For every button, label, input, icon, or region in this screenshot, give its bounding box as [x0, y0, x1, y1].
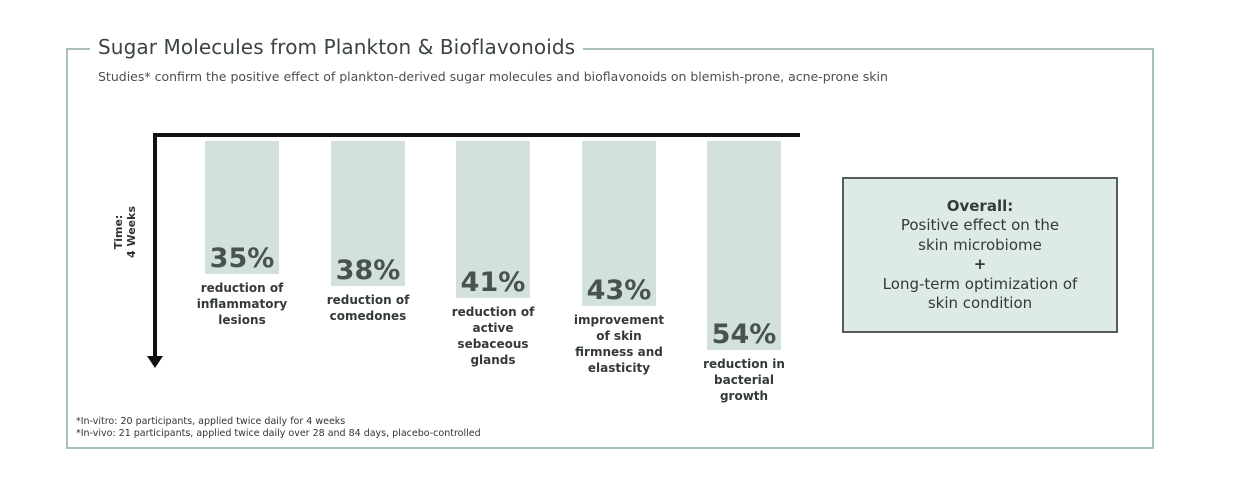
- bar-category-label: reduction of active sebaceous glands: [433, 304, 553, 368]
- bar-value-label: 43%: [586, 275, 652, 306]
- bar-category-label-line: comedones: [329, 309, 407, 323]
- time-axis-label-line1: Time:: [112, 214, 125, 250]
- bar-category-label-line: inflammatory: [196, 297, 288, 311]
- bar-4: 43%: [582, 141, 656, 306]
- bar-category-label-line: lesions: [218, 313, 266, 327]
- bar-value-label: 38%: [335, 255, 401, 286]
- bar-2: 38%: [331, 141, 405, 286]
- summary-heading: Overall:: [946, 196, 1014, 215]
- time-axis-label: Time: 4 Weeks: [112, 206, 138, 258]
- bar-category-label-line: reduction in: [703, 357, 785, 371]
- bar-value-label: 54%: [711, 319, 777, 350]
- chart-frame: [66, 48, 1154, 449]
- bar-category-label: reduction in bacterial growth: [684, 356, 804, 404]
- overall-summary-box: Overall: Positive effect on the skin mic…: [842, 177, 1118, 333]
- bar-category-label-line: elasticity: [587, 361, 651, 375]
- time-axis-line: [153, 133, 157, 359]
- chart-title: Sugar Molecules from Plankton & Bioflavo…: [90, 35, 584, 59]
- summary-line-1: Positive effect on the: [900, 216, 1060, 234]
- bar-category-label-line: glands: [470, 353, 516, 367]
- bar-category-label-line: active: [472, 321, 514, 335]
- bar-category-label-line: firmness and: [575, 345, 663, 359]
- bar-5: 54%: [707, 141, 781, 350]
- bar-category-label-line: bacterial: [714, 373, 774, 387]
- bar-category-label-line: growth: [719, 389, 769, 403]
- bar-category-label-line: reduction of: [326, 293, 410, 307]
- bar-category-label-line: improvement: [573, 313, 665, 327]
- bar-category-label-line: of skin: [596, 329, 642, 343]
- time-axis-label-line2: 4 Weeks: [125, 205, 138, 258]
- bar-category-label: improvement of skin firmness and elasticity: [559, 312, 679, 376]
- bar-1: 35%: [205, 141, 279, 274]
- chart-subtitle: Studies* confirm the positive effect of …: [98, 69, 888, 84]
- bar-value-label: 41%: [460, 267, 526, 298]
- bar-3: 41%: [456, 141, 530, 298]
- bar-category-label-line: reduction of: [200, 281, 284, 295]
- footnotes: *In-vitro: 20 participants, applied twic…: [76, 416, 481, 440]
- summary-line-4: skin condition: [927, 294, 1033, 312]
- bar-value-label: 35%: [209, 243, 275, 274]
- bar-category-label: reduction of comedones: [308, 292, 428, 324]
- bar-category-label: reduction of inflammatory lesions: [182, 280, 302, 328]
- time-axis-arrow-icon: [147, 356, 163, 368]
- footnote-invivo: *In-vivo: 21 participants, applied twice…: [76, 428, 481, 439]
- bar-category-label-line: sebaceous: [457, 337, 529, 351]
- summary-line-3: Long-term optimization of: [882, 274, 1078, 293]
- summary-plus: +: [973, 255, 987, 273]
- footnote-invitro: *In-vitro: 20 participants, applied twic…: [76, 416, 346, 427]
- summary-line-2: skin microbiome: [918, 235, 1042, 254]
- bar-category-label-line: reduction of: [451, 305, 535, 319]
- horizontal-axis-line: [153, 133, 800, 137]
